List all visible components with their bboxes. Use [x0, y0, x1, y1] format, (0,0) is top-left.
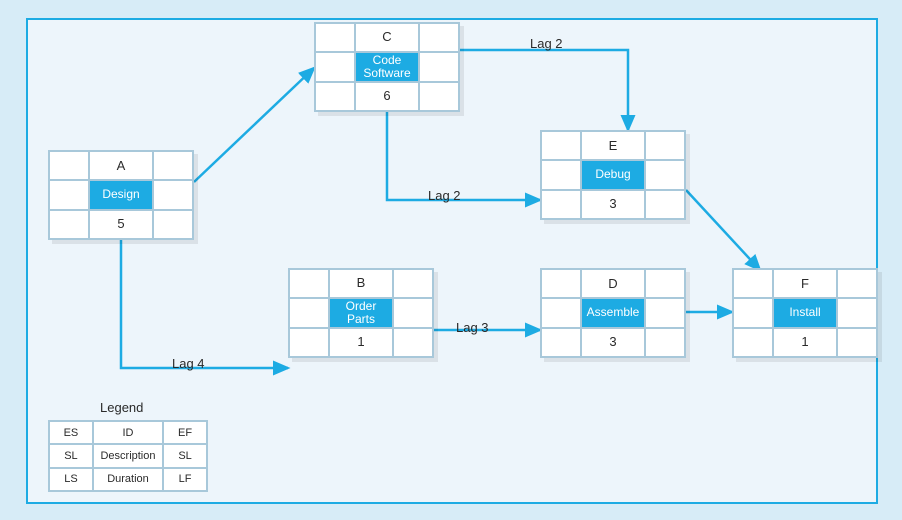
sl-cell — [49, 180, 89, 209]
legend-title: Legend — [100, 400, 143, 415]
activity-node-B: BOrder Parts1 — [288, 268, 434, 358]
lf-cell — [393, 328, 433, 357]
legend-cell: SL — [163, 444, 207, 467]
ls-cell — [541, 190, 581, 219]
desc-cell: Design — [89, 180, 153, 209]
sl-cell — [837, 298, 877, 327]
sl-cell — [419, 52, 459, 82]
lf-cell — [419, 82, 459, 111]
sl-cell — [393, 298, 433, 328]
id-cell: F — [773, 269, 837, 298]
legend-cell: Duration — [93, 468, 163, 491]
lf-cell — [837, 328, 877, 357]
sl-cell — [645, 160, 685, 189]
dur-cell: 5 — [89, 210, 153, 239]
edge-label: Lag 2 — [428, 188, 461, 203]
es-cell — [315, 23, 355, 52]
ls-cell — [541, 328, 581, 357]
id-cell: E — [581, 131, 645, 160]
dur-cell: 6 — [355, 82, 419, 111]
edge-label: Lag 3 — [456, 320, 489, 335]
ls-cell — [49, 210, 89, 239]
edge-label: Lag 4 — [172, 356, 205, 371]
legend-cell: LS — [49, 468, 93, 491]
ls-cell — [315, 82, 355, 111]
es-cell — [541, 269, 581, 298]
desc-cell: Code Software — [355, 52, 419, 82]
sl-cell — [153, 180, 193, 209]
ls-cell — [733, 328, 773, 357]
desc-cell: Install — [773, 298, 837, 327]
activity-node-F: FInstall1 — [732, 268, 878, 358]
sl-cell — [541, 160, 581, 189]
dur-cell: 3 — [581, 328, 645, 357]
ef-cell — [153, 151, 193, 180]
diagram-canvas: Lag 2 Lag 2 Lag 4 Lag 3 ADesign5 BOrder Parts… — [0, 0, 902, 520]
sl-cell — [733, 298, 773, 327]
id-cell: C — [355, 23, 419, 52]
sl-cell — [645, 298, 685, 327]
desc-cell: Debug — [581, 160, 645, 189]
lf-cell — [645, 328, 685, 357]
es-cell — [733, 269, 773, 298]
sl-cell — [289, 298, 329, 328]
id-cell: A — [89, 151, 153, 180]
legend-box: ESIDEFSLDescriptionSLLSDurationLF — [48, 420, 208, 492]
ef-cell — [837, 269, 877, 298]
ef-cell — [645, 131, 685, 160]
lf-cell — [645, 190, 685, 219]
es-cell — [49, 151, 89, 180]
sl-cell — [541, 298, 581, 327]
sl-cell — [315, 52, 355, 82]
dur-cell: 3 — [581, 190, 645, 219]
activity-node-E: EDebug3 — [540, 130, 686, 220]
ef-cell — [645, 269, 685, 298]
legend-cell: ES — [49, 421, 93, 444]
desc-cell: Assemble — [581, 298, 645, 327]
legend-cell: ID — [93, 421, 163, 444]
id-cell: D — [581, 269, 645, 298]
legend-cell: SL — [49, 444, 93, 467]
ef-cell — [419, 23, 459, 52]
es-cell — [289, 269, 329, 298]
activity-node-D: DAssemble3 — [540, 268, 686, 358]
ls-cell — [289, 328, 329, 357]
dur-cell: 1 — [773, 328, 837, 357]
dur-cell: 1 — [329, 328, 393, 357]
lf-cell — [153, 210, 193, 239]
ef-cell — [393, 269, 433, 298]
legend-cell: LF — [163, 468, 207, 491]
desc-cell: Order Parts — [329, 298, 393, 328]
activity-node-A: ADesign5 — [48, 150, 194, 240]
activity-node-C: CCode Software6 — [314, 22, 460, 112]
legend-cell: EF — [163, 421, 207, 444]
es-cell — [541, 131, 581, 160]
legend-cell: Description — [93, 444, 163, 467]
id-cell: B — [329, 269, 393, 298]
edge-label: Lag 2 — [530, 36, 563, 51]
